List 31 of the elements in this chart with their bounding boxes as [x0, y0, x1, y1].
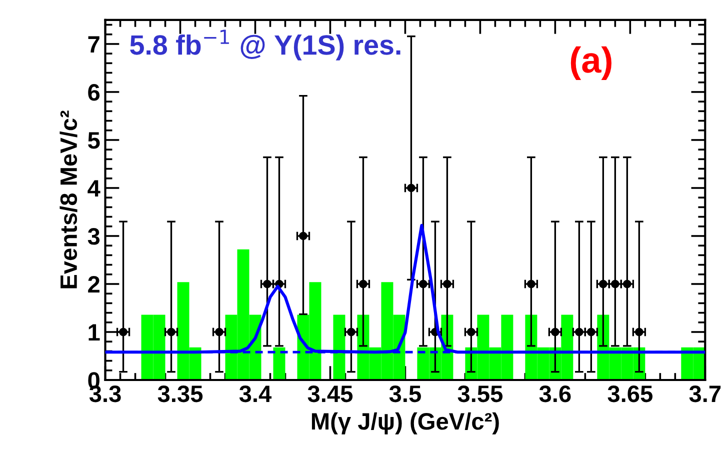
point	[407, 184, 416, 192]
point	[419, 280, 428, 288]
point	[551, 328, 560, 336]
x-tick-label: 3.6	[539, 385, 571, 402]
x-axis-title: M(γ J/ψ) (GeV/c²)	[312, 412, 499, 434]
x-tick-label: 3.45	[308, 385, 353, 402]
x-tick-label: 3.5	[389, 385, 421, 402]
point	[359, 280, 368, 288]
y-tick-label: 6	[88, 84, 100, 101]
y-axis-title: Events/8 MeV/c²	[60, 110, 78, 288]
point	[215, 328, 224, 336]
point	[347, 328, 356, 336]
x-tick-label: 3.65	[608, 385, 652, 402]
y-tick-label: 7	[88, 36, 100, 53]
y-tick-label: 3	[88, 228, 100, 245]
x-tick-label: 3.55	[458, 385, 503, 402]
annotation: (a)	[570, 46, 612, 80]
y-tick-label: 1	[88, 324, 100, 341]
point	[467, 328, 476, 336]
x-tick-label: 3.7	[689, 385, 721, 402]
y-tick-label: 2	[88, 276, 100, 293]
point	[299, 232, 308, 240]
y-tick-label: 5	[88, 132, 100, 149]
y-tick-label: 4	[88, 180, 100, 197]
x-tick-label: 3.35	[158, 385, 203, 402]
point	[443, 280, 452, 288]
point	[527, 280, 536, 288]
x-tick-label: 3.4	[239, 385, 272, 402]
point	[634, 328, 644, 336]
point	[167, 328, 176, 336]
annotation: 5.8 fb$^{−1}$ @ Y(1S) res.	[130, 30, 400, 60]
